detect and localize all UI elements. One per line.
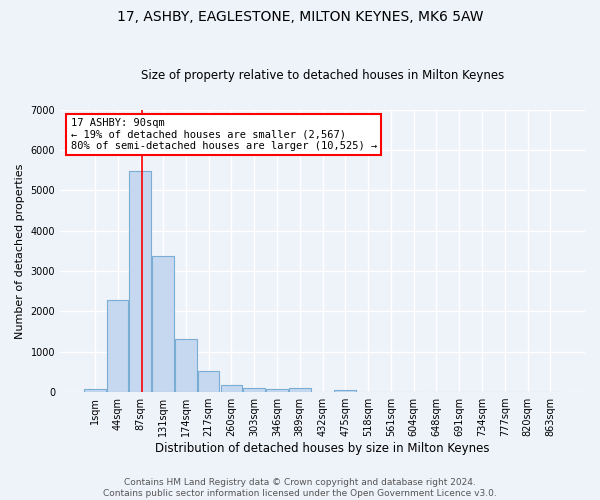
Bar xyxy=(266,390,288,392)
Bar xyxy=(334,390,356,392)
Bar xyxy=(84,389,106,392)
X-axis label: Distribution of detached houses by size in Milton Keynes: Distribution of detached houses by size … xyxy=(155,442,490,455)
Title: Size of property relative to detached houses in Milton Keynes: Size of property relative to detached ho… xyxy=(141,69,504,82)
Bar xyxy=(130,171,151,392)
Bar xyxy=(175,339,197,392)
Bar xyxy=(289,388,311,392)
Bar xyxy=(244,388,265,392)
Bar xyxy=(221,385,242,392)
Text: 17, ASHBY, EAGLESTONE, MILTON KEYNES, MK6 5AW: 17, ASHBY, EAGLESTONE, MILTON KEYNES, MK… xyxy=(117,10,483,24)
Y-axis label: Number of detached properties: Number of detached properties xyxy=(15,163,25,338)
Bar xyxy=(152,256,174,392)
Bar xyxy=(198,372,220,392)
Text: Contains HM Land Registry data © Crown copyright and database right 2024.
Contai: Contains HM Land Registry data © Crown c… xyxy=(103,478,497,498)
Text: 17 ASHBY: 90sqm
← 19% of detached houses are smaller (2,567)
80% of semi-detache: 17 ASHBY: 90sqm ← 19% of detached houses… xyxy=(71,118,377,151)
Bar xyxy=(107,300,128,392)
